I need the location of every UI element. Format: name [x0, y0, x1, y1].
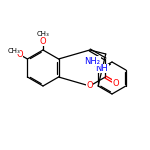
- Text: O: O: [40, 36, 46, 45]
- Text: O: O: [86, 81, 93, 90]
- Text: CH₃: CH₃: [37, 31, 49, 37]
- Text: NH: NH: [96, 64, 108, 73]
- Text: O: O: [112, 78, 119, 87]
- Text: CH₃: CH₃: [7, 48, 20, 54]
- Text: O: O: [16, 50, 23, 59]
- Text: NH₂: NH₂: [84, 57, 100, 66]
